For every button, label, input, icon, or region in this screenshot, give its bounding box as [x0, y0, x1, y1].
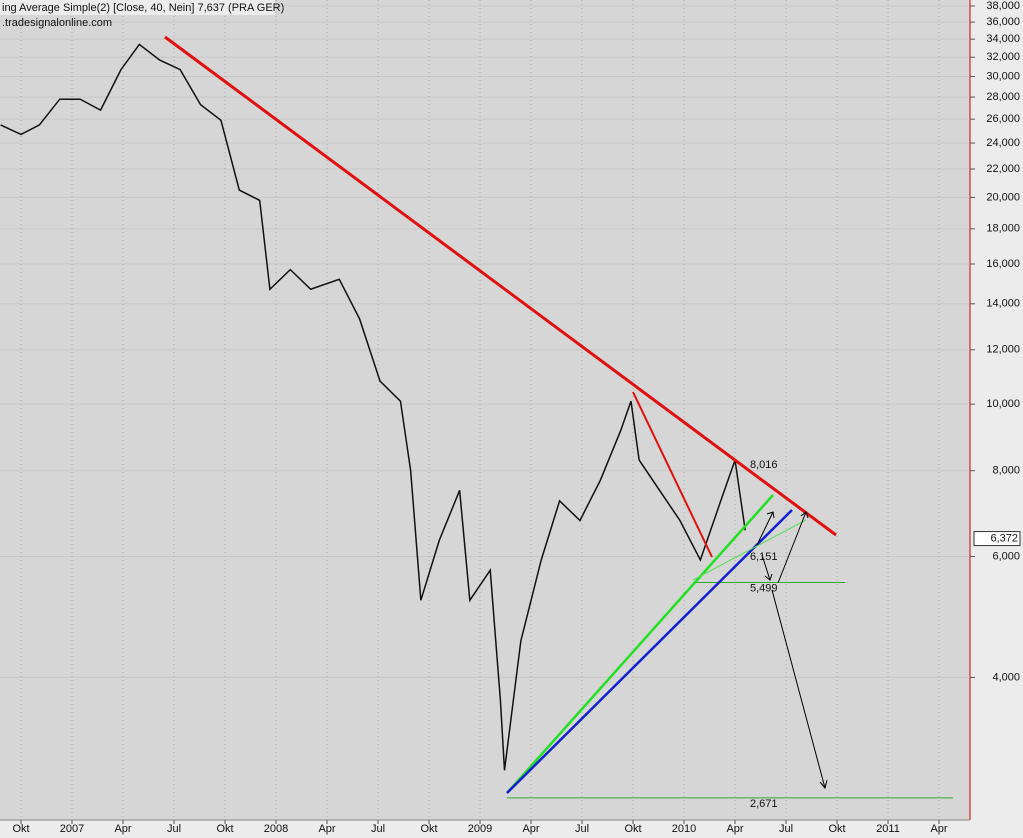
- grid: [0, 0, 968, 820]
- level-label: 5,499: [750, 582, 778, 594]
- last-price-box: [973, 531, 1021, 547]
- trendline: [506, 494, 774, 794]
- plot-area: [0, 0, 970, 820]
- y-tick-label: 32,000: [986, 51, 1020, 63]
- y-tick-label: 28,000: [986, 91, 1020, 103]
- y-tick-label: 38,000: [986, 0, 1020, 12]
- y-tick-label: 14,000: [986, 298, 1020, 310]
- title-box: [0, 0, 275, 15]
- y-tick-label: 20,000: [986, 191, 1020, 203]
- x-tick-label: Okt: [216, 823, 233, 835]
- x-tick-label: 2010: [672, 823, 696, 835]
- x-tick-label: Okt: [828, 823, 845, 835]
- last-price-label: 6,372: [990, 532, 1018, 544]
- arrow-head: [819, 779, 828, 790]
- y-tick-label: 16,000: [986, 258, 1020, 270]
- arrow-head: [766, 511, 775, 519]
- x-tick-label: 2009: [468, 823, 492, 835]
- level-label: 2,671: [750, 798, 778, 810]
- x-tick-label: 2011: [876, 823, 900, 835]
- arrow-head: [764, 573, 773, 581]
- arrow: [756, 511, 774, 546]
- trendline: [164, 35, 837, 537]
- x-tick-label: Apr: [114, 823, 131, 835]
- arrow: [777, 511, 807, 584]
- arrow: [761, 554, 771, 581]
- x-tick-label: Apr: [318, 823, 335, 835]
- y-axis-area: [970, 0, 1023, 838]
- price-line: [0, 43, 746, 771]
- y-tick-label: 36,000: [986, 16, 1020, 28]
- y-tick-label: 18,000: [986, 223, 1020, 235]
- y-tick-label: 30,000: [986, 70, 1020, 82]
- x-tick-label: Apr: [522, 823, 539, 835]
- level-label: 6,151: [750, 551, 778, 563]
- trendline: [632, 391, 713, 558]
- x-tick-label: Okt: [12, 823, 29, 835]
- x-tick-label: Jul: [371, 823, 385, 835]
- x-tick-label: Apr: [726, 823, 743, 835]
- trendlines: [164, 35, 837, 794]
- x-tick-label: Apr: [930, 823, 947, 835]
- y-tick-label: 12,000: [986, 344, 1020, 356]
- y-tick-label: 34,000: [986, 33, 1020, 45]
- x-tick-label: Okt: [624, 823, 641, 835]
- arrow: [771, 589, 826, 789]
- chart-title: ing Average Simple(2) [Close, 40, Nein] …: [2, 2, 284, 14]
- chart-subtitle: .tradesignalonline.com: [2, 17, 112, 29]
- x-tick-label: 2008: [264, 823, 288, 835]
- y-tick-label: 4,000: [992, 671, 1020, 683]
- level-label: 8,016: [750, 459, 778, 471]
- x-tick-label: Jul: [779, 823, 793, 835]
- y-tick-label: 24,000: [986, 137, 1020, 149]
- y-tick-label: 6,000: [992, 550, 1020, 562]
- y-tick-label: 10,000: [986, 398, 1020, 410]
- y-tick-label: 26,000: [986, 113, 1020, 125]
- x-tick-label: Okt: [420, 823, 437, 835]
- x-tick-label: 2007: [60, 823, 84, 835]
- x-axis-area: [0, 820, 970, 838]
- trendline: [506, 509, 793, 794]
- x-tick-label: Jul: [167, 823, 181, 835]
- arrow-head: [800, 511, 809, 519]
- trendline: [692, 519, 807, 581]
- y-tick-label: 22,000: [986, 163, 1020, 175]
- x-tick-label: Jul: [575, 823, 589, 835]
- y-tick-label: 8,000: [992, 465, 1020, 477]
